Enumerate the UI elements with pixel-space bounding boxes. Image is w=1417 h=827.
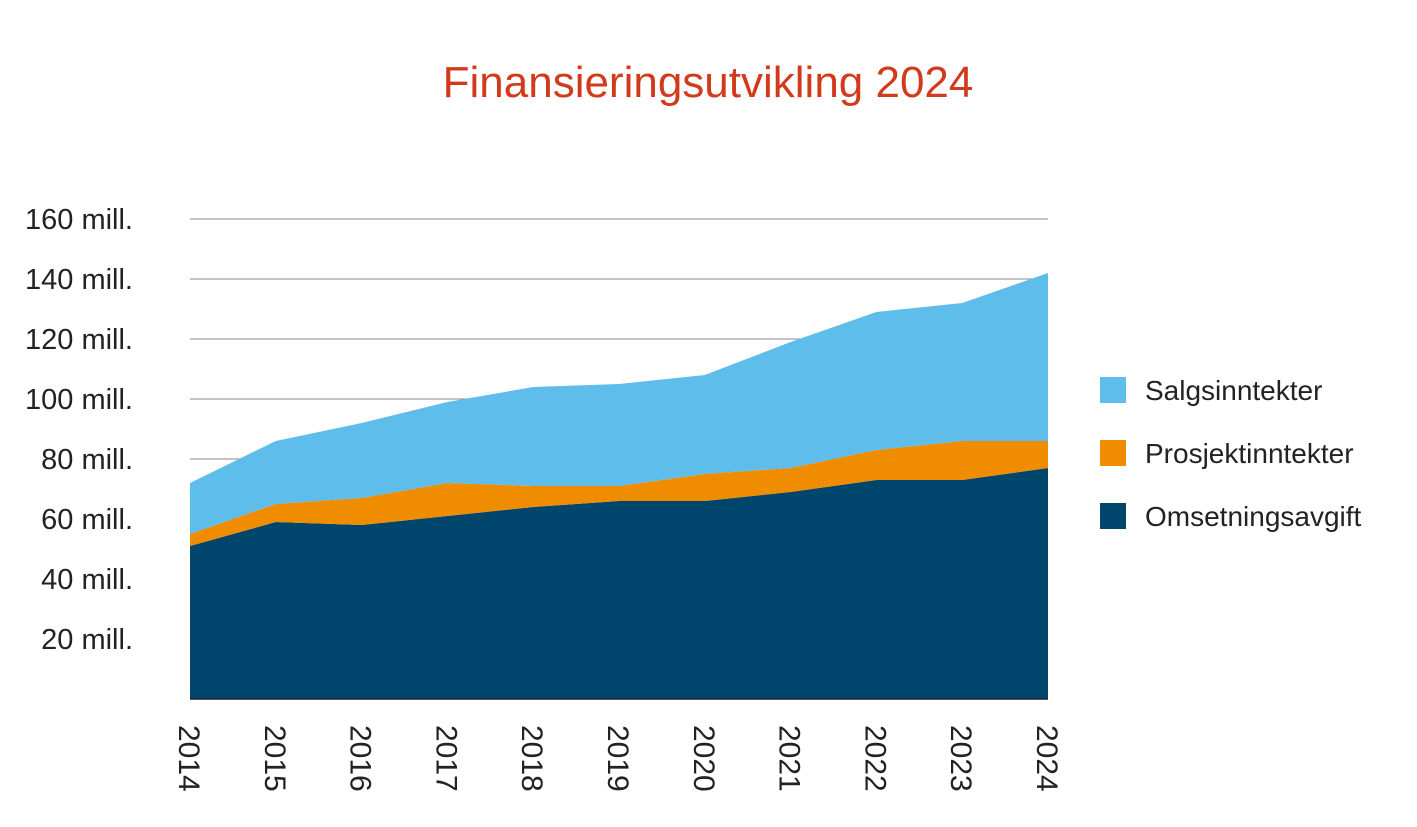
chart-title: Finansieringsutvikling 2024 xyxy=(443,58,974,107)
legend-swatch-prosjektinntekter xyxy=(1100,440,1126,466)
y-tick-label: 140 mill. xyxy=(25,264,133,296)
x-tick-label: 2017 xyxy=(429,725,462,792)
x-tick-label: 2019 xyxy=(601,725,634,792)
x-tick-label: 2024 xyxy=(1030,725,1063,792)
area-prosjektinntekter xyxy=(190,441,1048,546)
y-tick-label: 60 mill. xyxy=(41,504,133,536)
legend: Salgsinntekter Prosjektinntekter Omsetning… xyxy=(1100,375,1362,532)
x-axis-labels: 2014 2015 2016 2017 2018 2019 2020 2021 2022 2023… xyxy=(172,725,1063,792)
x-tick-label: 2018 xyxy=(515,725,548,792)
x-tick-label: 2020 xyxy=(687,725,720,792)
x-tick-label: 2015 xyxy=(258,725,291,792)
y-tick-label: 80 mill. xyxy=(41,444,133,476)
y-tick-label: 120 mill. xyxy=(25,324,133,356)
x-tick-label: 2021 xyxy=(773,725,806,792)
x-tick-label: 2016 xyxy=(344,725,377,792)
y-tick-label: 20 mill. xyxy=(41,624,133,656)
x-tick-label: 2022 xyxy=(858,725,891,792)
legend-label-omsetningsavgift: Omsetningsavgift xyxy=(1145,501,1362,532)
y-tick-label: 160 mill. xyxy=(25,204,133,236)
legend-label-salgsinntekter: Salgsinntekter xyxy=(1145,375,1322,406)
plot-areas xyxy=(190,273,1048,699)
area-omsetningsavgift xyxy=(190,468,1048,699)
legend-swatch-omsetningsavgift xyxy=(1100,503,1126,529)
legend-swatch-salgsinntekter xyxy=(1100,377,1126,403)
legend-label-prosjektinntekter: Prosjektinntekter xyxy=(1145,438,1354,469)
x-tick-label: 2023 xyxy=(944,725,977,792)
y-tick-label: 40 mill. xyxy=(41,564,133,596)
y-axis-labels: 20 mill. 40 mill. 60 mill. 80 mill. 100 mill… xyxy=(25,204,133,656)
x-tick-label: 2014 xyxy=(172,725,205,792)
y-tick-label: 100 mill. xyxy=(25,384,133,416)
area-salgsinntekter xyxy=(190,273,1048,534)
